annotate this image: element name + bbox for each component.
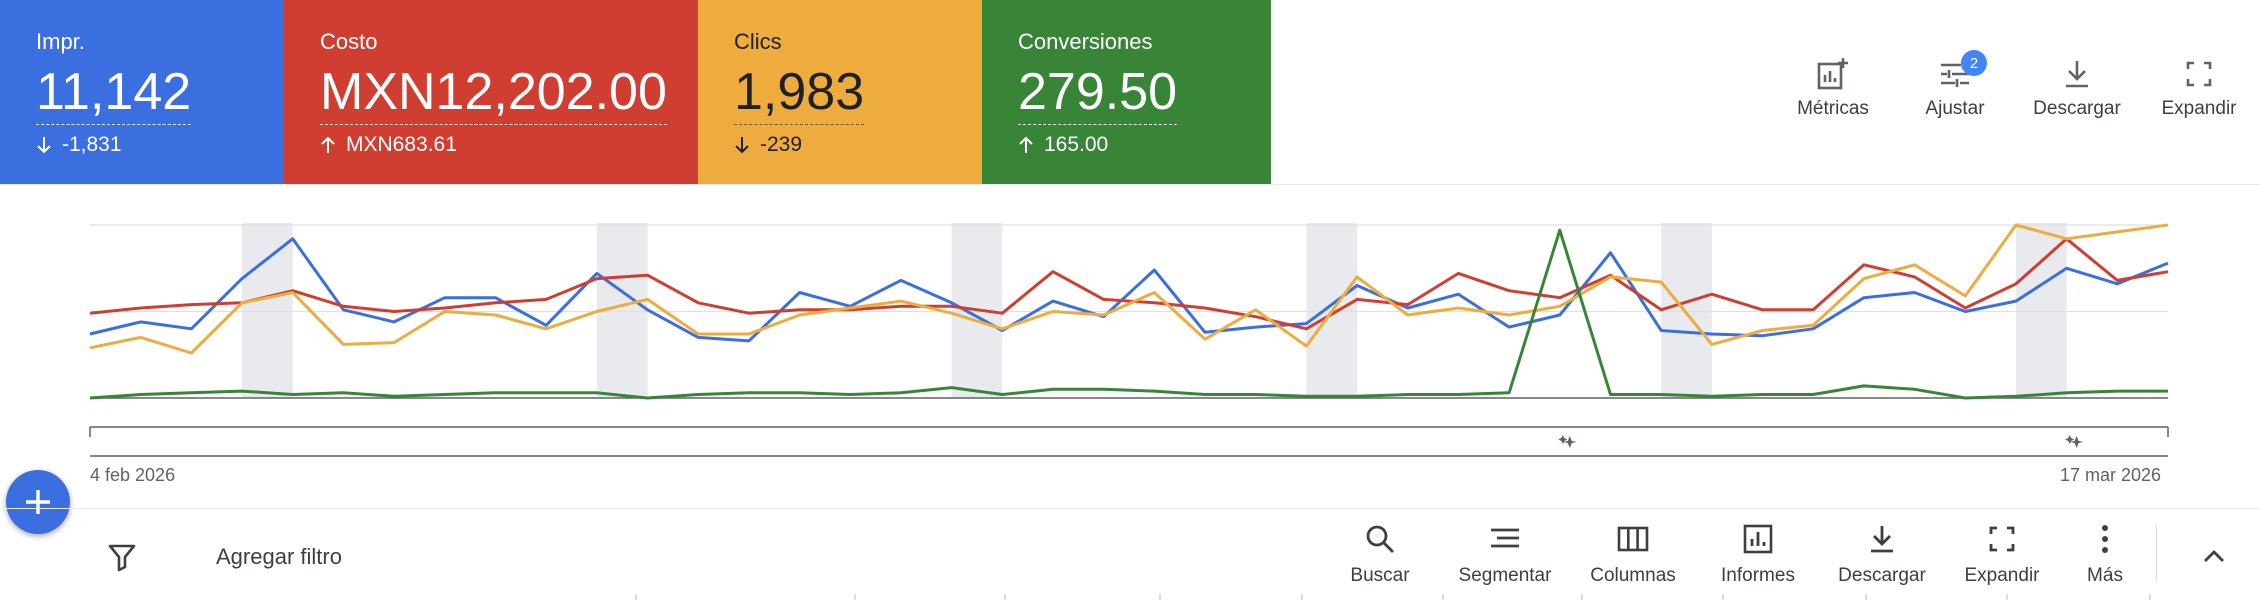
download-table-label: Descargar: [1838, 565, 1926, 586]
adjust-label: Ajustar: [1925, 98, 1985, 119]
table-column-ticks: [635, 594, 2151, 600]
chevron-up-icon: [2204, 550, 2224, 562]
expand-table-button[interactable]: Expandir: [1946, 521, 2058, 587]
x-axis-end-label: 17 mar 2026: [2060, 465, 2162, 485]
reports-button[interactable]: Informes: [1698, 521, 1818, 587]
weekend-band: [242, 223, 293, 398]
scorecard-delta-value: -1,831: [62, 133, 122, 156]
columns-button[interactable]: Columnas: [1568, 521, 1698, 587]
sparkle-small-icon: [1558, 435, 1568, 444]
scorecard-delta: 165.00: [1018, 131, 1271, 159]
sparkle-annotation-icon: [1562, 436, 1577, 448]
table-toolbar: Agregar filtro Buscar Segmentar Columnas…: [0, 508, 2260, 600]
scorecard-cost[interactable]: Costo MXN12,202.00 MXN683.61: [284, 0, 698, 184]
series-line-conversiones: [89, 228, 2168, 400]
plus-icon: [26, 490, 50, 514]
segment-label: Segmentar: [1458, 565, 1552, 586]
scorecard-delta-value: 165.00: [1044, 133, 1109, 156]
scorecard-value: MXN12,202.00: [320, 62, 667, 125]
scorecard-delta: -1,831: [36, 131, 284, 159]
scorecard-delta-value: -239: [760, 133, 803, 156]
scorecard-value: 279.50: [1018, 62, 1178, 125]
scorecard-clicks[interactable]: Clics 1,983 -239: [698, 0, 982, 184]
sparkle-small-icon: [2065, 435, 2075, 444]
search-icon: [1362, 521, 1398, 557]
more-label: Más: [2087, 565, 2123, 586]
scorecards: Impr. 11,142 -1,831 Costo MXN12,202.00 M…: [0, 0, 1271, 184]
metrics-button[interactable]: Métricas: [1772, 56, 1894, 120]
scorecard-value: 1,983: [734, 62, 865, 125]
series-line-costo: [89, 237, 2169, 331]
performance-chart[interactable]: [0, 185, 2260, 505]
scorecard-impressions[interactable]: Impr. 11,142 -1,831: [0, 0, 284, 184]
expand-label: Expandir: [2161, 98, 2237, 119]
scorecard-delta: -239: [734, 131, 982, 159]
scorecard-label: Impr.: [36, 29, 85, 54]
x-axis-start-label: 4 feb 2026: [90, 465, 176, 485]
reports-label: Informes: [1721, 565, 1795, 586]
scorecard-delta: MXN683.61: [320, 131, 698, 159]
arrow-up-icon: [1019, 136, 1033, 153]
tune-icon: 2: [1937, 50, 1987, 92]
adjust-badge: 2: [1961, 50, 1987, 76]
sparkle-annotation-icon: [2069, 436, 2084, 448]
arrow-down-icon: [37, 137, 51, 154]
columns-label: Columnas: [1590, 565, 1676, 586]
columns-icon: [1615, 521, 1651, 557]
weekend-band: [2015, 223, 2067, 398]
series-line-impr: [89, 237, 2169, 343]
bar-chart-icon: [1740, 521, 1776, 557]
add-chart-icon: [1815, 56, 1851, 92]
filter-icon[interactable]: [104, 539, 140, 575]
toolbar-divider: [2156, 525, 2157, 581]
search-button[interactable]: Buscar: [1318, 521, 1442, 587]
arrow-up-icon: [321, 136, 335, 153]
chart-actions: Métricas 2 Ajustar Descargar Expandir: [1772, 50, 2260, 120]
scorecard-value: 11,142: [36, 62, 192, 125]
arrow-down-icon: [735, 137, 749, 154]
add-filter-input[interactable]: Agregar filtro: [216, 544, 342, 569]
fullscreen-icon: [1984, 521, 2020, 557]
fullscreen-icon: [2181, 56, 2217, 92]
weekend-band: [1661, 223, 1712, 398]
add-button[interactable]: [6, 470, 70, 534]
expand-button[interactable]: Expandir: [2138, 56, 2260, 120]
series-line-clics: [89, 223, 2169, 355]
toolbar-buttons: Buscar Segmentar Columnas Informes Desca…: [1318, 521, 2152, 587]
metrics-label: Métricas: [1797, 98, 1869, 119]
search-label: Buscar: [1350, 565, 1410, 586]
download-icon: [2059, 56, 2095, 92]
download-table-button[interactable]: Descargar: [1818, 521, 1946, 587]
more-button[interactable]: Más: [2058, 521, 2152, 587]
adjust-button[interactable]: 2 Ajustar: [1894, 50, 2016, 120]
segment-button[interactable]: Segmentar: [1442, 521, 1568, 587]
scorecard-label: Costo: [320, 29, 378, 54]
segment-icon: [1487, 521, 1523, 557]
download-icon: [1864, 521, 1900, 557]
scorecard-delta-value: MXN683.61: [346, 133, 457, 156]
download-label: Descargar: [2033, 98, 2121, 119]
divider: [0, 184, 2260, 185]
download-button[interactable]: Descargar: [2016, 56, 2138, 120]
expand-table-label: Expandir: [1964, 565, 2040, 586]
more-vert-icon: [2087, 521, 2123, 557]
scorecard-label: Clics: [734, 29, 782, 54]
scorecard-conversions[interactable]: Conversiones 279.50 165.00: [982, 0, 1271, 184]
collapse-button[interactable]: [2196, 539, 2232, 575]
scorecard-label: Conversiones: [1018, 29, 1153, 54]
